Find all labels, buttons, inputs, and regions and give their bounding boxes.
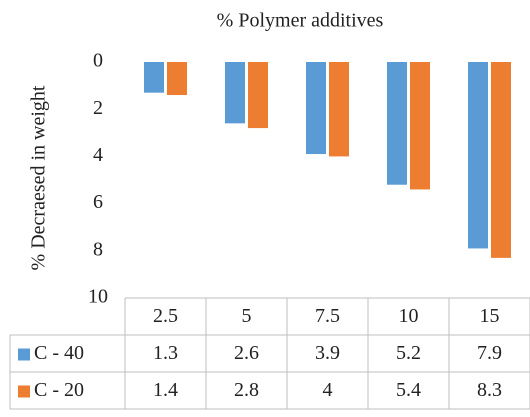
data-table-value: 4 [323,379,333,401]
legend-swatch [18,348,30,361]
bar [491,62,511,258]
data-table-value: 7.9 [477,342,502,364]
chart-title: % Polymer additives [217,10,384,32]
x-tick-label: 10 [399,305,419,327]
x-tick-label: 2.5 [153,305,178,327]
bar [410,62,430,190]
bar [225,62,245,124]
data-table-value: 8.3 [477,379,502,401]
y-axis-label: % Decraesed in weight [28,85,50,270]
legend-label: C - 40 [34,342,84,364]
data-table-value: 1.4 [153,379,178,401]
bar [387,62,407,185]
x-tick-label: 15 [480,305,500,327]
y-tick-label: 4 [93,144,103,166]
y-tick-label: 10 [88,286,108,308]
bar [144,62,164,93]
x-tick-label: 7.5 [315,305,340,327]
bar [329,62,349,157]
data-table-value: 2.6 [234,342,259,364]
data-table-value: 1.3 [153,342,178,364]
bar [248,62,268,129]
legend-label: C - 20 [34,379,84,401]
bar [306,62,326,155]
bar [167,62,187,96]
y-tick-label: 8 [93,238,103,260]
y-tick-label: 2 [93,97,103,119]
bar [468,62,488,249]
data-table-value: 5.2 [396,342,421,364]
data-table-value: 5.4 [396,379,421,401]
data-table-value: 3.9 [315,342,340,364]
y-tick-label: 0 [93,50,103,72]
y-tick-label: 6 [93,191,103,213]
legend-swatch [18,385,30,398]
data-table-value: 2.8 [234,379,259,401]
x-tick-label: 5 [242,305,252,327]
